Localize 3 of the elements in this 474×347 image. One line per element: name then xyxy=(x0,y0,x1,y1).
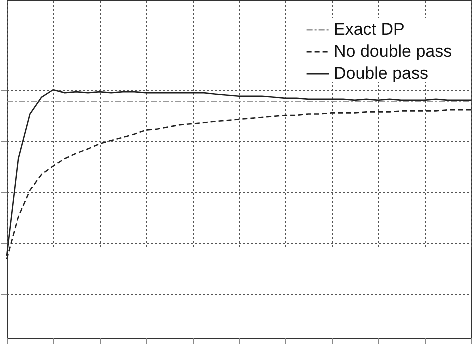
legend-label: Exact DP xyxy=(334,20,405,39)
legend-label: Double pass xyxy=(334,64,429,83)
legend-label: No double pass xyxy=(334,42,452,61)
